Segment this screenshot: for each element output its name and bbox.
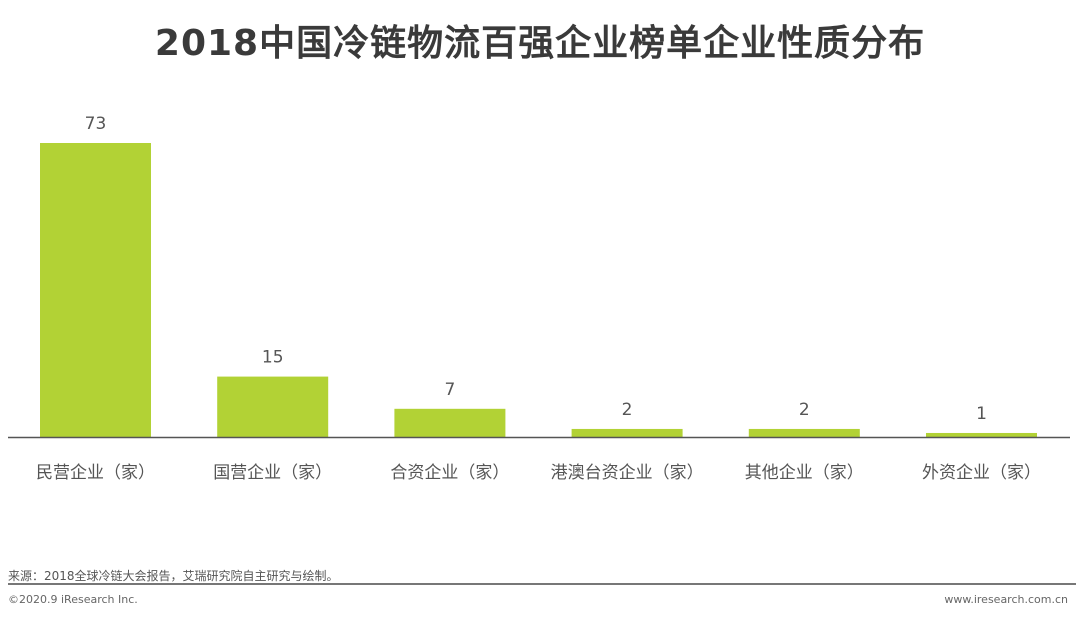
data-label: 1: [976, 404, 987, 424]
chart-title: 2018中国冷链物流百强企业榜单企业性质分布: [154, 23, 926, 64]
category-label: 国营企业（家）: [213, 463, 332, 483]
footer-divider: [8, 583, 1076, 585]
category-label: 港澳台资企业（家）: [551, 463, 704, 483]
source-note: 来源：2018全球冷链大会报告，艾瑞研究院自主研究与绘制。: [8, 569, 339, 583]
copyright: ©2020.9 iResearch Inc.: [8, 593, 138, 606]
category-label: 外资企业（家）: [922, 463, 1041, 483]
bar: [394, 408, 506, 437]
data-label: 2: [799, 400, 810, 420]
category-label: 民营企业（家）: [36, 463, 155, 483]
website-link[interactable]: www.iresearch.com.cn: [944, 593, 1068, 606]
bar: [926, 432, 1037, 437]
bar: [748, 428, 860, 437]
category-label: 其他企业（家）: [745, 463, 864, 483]
data-label: 2: [622, 400, 633, 420]
data-label: 7: [444, 380, 455, 400]
data-label: 15: [262, 348, 284, 368]
bar: [217, 376, 329, 437]
bar: [40, 143, 151, 437]
data-label: 73: [85, 114, 107, 134]
bar: [571, 428, 683, 437]
bar-chart: 73 民营企业（家） 15 国营企业（家） 7 合资企业（家） 2 港澳台资企业（家） 2 其他企…: [8, 114, 1070, 483]
category-label: 合资企业（家）: [390, 463, 509, 483]
